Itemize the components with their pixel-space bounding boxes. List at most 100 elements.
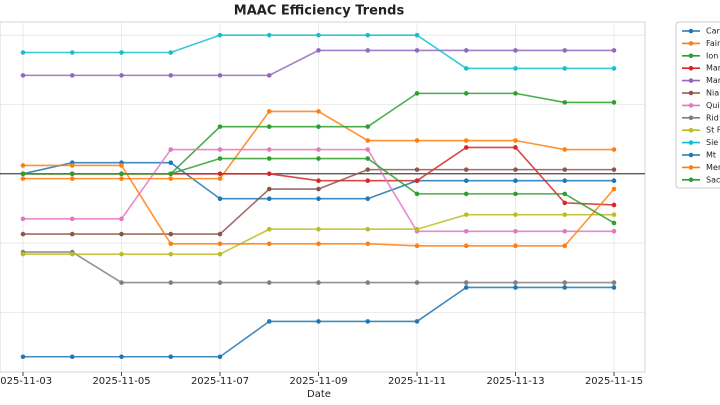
data-point [217, 73, 223, 78]
legend-label: Mar [706, 64, 720, 73]
data-point [168, 354, 174, 360]
data-point [266, 32, 272, 38]
x-axis-label: Date [307, 389, 331, 400]
data-point [562, 167, 568, 172]
data-point [168, 176, 174, 181]
data-point [562, 200, 568, 206]
data-point [365, 226, 371, 232]
data-point [20, 216, 26, 222]
data-point [365, 178, 371, 184]
data-point [168, 73, 174, 78]
data-point [168, 251, 174, 257]
data-point [562, 280, 568, 285]
legend-label: Mer [706, 163, 720, 172]
data-point [562, 229, 568, 234]
legend-marker [688, 165, 694, 170]
legend-label: Nia [706, 89, 719, 98]
data-point [611, 147, 617, 152]
data-point [463, 243, 469, 249]
data-point [562, 48, 568, 53]
data-point [562, 212, 568, 217]
data-point [69, 216, 75, 222]
data-point [266, 147, 272, 152]
data-point [119, 176, 124, 181]
data-point [611, 48, 617, 53]
data-point [562, 243, 568, 249]
data-point [463, 145, 469, 150]
data-point [69, 163, 75, 168]
data-point [266, 280, 272, 285]
data-point [266, 73, 272, 78]
legend-marker [688, 127, 694, 133]
legend-marker [688, 140, 694, 145]
data-point [316, 147, 321, 152]
data-point [414, 319, 420, 324]
data-point [463, 91, 469, 96]
data-point [316, 196, 321, 202]
legend-marker [688, 103, 694, 108]
data-point [611, 229, 617, 234]
data-point [316, 32, 321, 38]
data-point [513, 191, 518, 197]
data-point [20, 354, 26, 360]
data-point [20, 163, 26, 168]
data-point [414, 243, 420, 249]
legend: Car Fair Ion Mar Mar Nia Qui Rid St F Sie Mt Mer Sac [675, 21, 720, 189]
data-point [611, 100, 617, 105]
data-point [69, 176, 75, 181]
data-point [69, 171, 75, 177]
data-point [316, 124, 321, 129]
data-point [414, 91, 420, 96]
data-point [513, 145, 518, 150]
data-point [365, 167, 371, 172]
data-point [217, 354, 223, 360]
data-point [414, 178, 420, 184]
data-point [513, 243, 518, 249]
data-point [217, 241, 223, 247]
legend-label: Rid [706, 113, 719, 122]
data-point [463, 167, 469, 172]
data-point [611, 186, 617, 192]
data-point [168, 147, 174, 152]
data-point [316, 226, 321, 232]
data-point [365, 147, 371, 152]
data-point [20, 231, 26, 237]
data-point [414, 280, 420, 285]
data-point [365, 32, 371, 38]
legend-label: Fair [706, 39, 720, 48]
data-point [562, 285, 568, 290]
data-point [365, 280, 371, 285]
data-point [119, 280, 124, 285]
data-point [562, 66, 568, 71]
data-point [217, 124, 223, 129]
data-point [266, 156, 272, 161]
data-point [69, 73, 75, 78]
data-point [217, 176, 223, 181]
data-point [217, 171, 223, 177]
legend-label: Car [706, 27, 720, 36]
data-point [69, 231, 75, 237]
data-point [513, 138, 518, 143]
data-point [414, 32, 420, 38]
data-point [611, 66, 617, 71]
data-point [365, 196, 371, 202]
data-point [119, 171, 124, 177]
legend-label: Sac [706, 175, 720, 184]
data-point [365, 48, 371, 53]
data-point [168, 160, 174, 165]
data-point [562, 178, 568, 184]
data-point [365, 156, 371, 161]
data-point [513, 229, 518, 234]
data-point [69, 354, 75, 360]
data-point [365, 241, 371, 247]
data-point [513, 280, 518, 285]
legend-label: Qui [706, 101, 720, 110]
data-point [316, 186, 321, 192]
data-point [217, 196, 223, 202]
data-point [513, 48, 518, 53]
x-tick-label: 2025-11-11 [388, 376, 446, 387]
data-point [611, 167, 617, 172]
data-point [168, 50, 174, 55]
x-tick-label: 2025-11-07 [191, 376, 249, 387]
legend-label: Mar [706, 76, 720, 85]
